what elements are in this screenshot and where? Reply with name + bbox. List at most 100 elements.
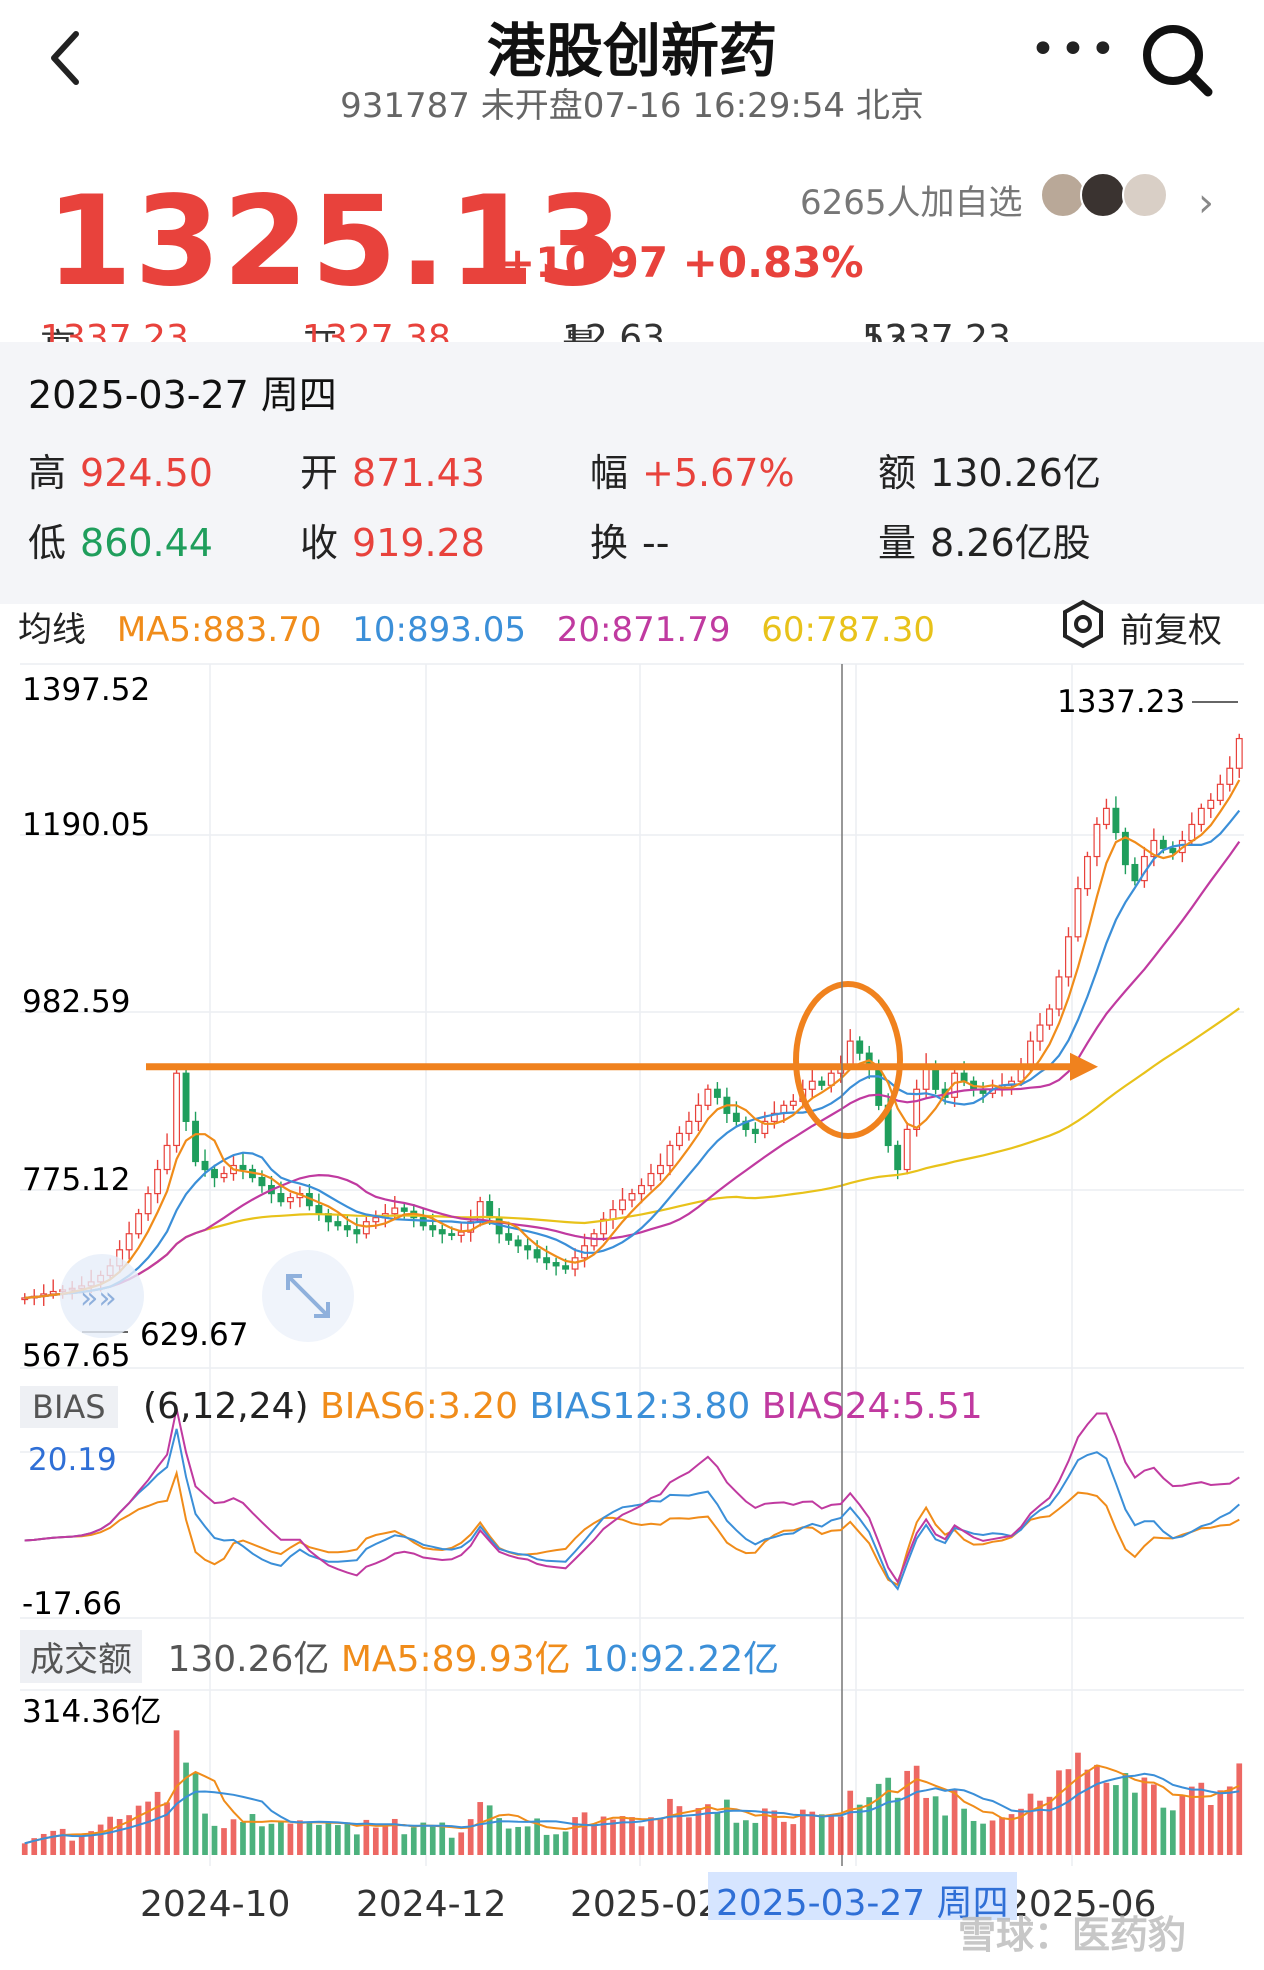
candle	[182, 1072, 190, 1122]
candle	[353, 1229, 361, 1235]
volume-bar	[306, 1821, 313, 1855]
volume-tab[interactable]: 成交额	[20, 1630, 142, 1683]
volume-bar	[581, 1812, 588, 1855]
volume-bar	[904, 1770, 911, 1855]
candle	[666, 1144, 674, 1167]
volume-bar	[21, 1843, 28, 1855]
candle	[524, 1245, 532, 1251]
min-price-label: 629.67	[140, 1317, 248, 1353]
candle	[675, 1132, 683, 1147]
popup-date: 2025-03-27 周四	[28, 373, 337, 417]
volume-bar	[164, 1802, 170, 1855]
candle	[1055, 976, 1063, 1010]
candle	[163, 1144, 171, 1171]
candle	[533, 1249, 541, 1259]
volume-bar	[372, 1827, 379, 1855]
candle	[343, 1225, 351, 1231]
volume-bar	[875, 1783, 882, 1855]
gear-icon	[1063, 599, 1103, 649]
last-price: 1325.13	[46, 170, 625, 314]
volume-bar	[980, 1823, 986, 1855]
candle	[628, 1193, 636, 1201]
volume-bar	[1065, 1769, 1072, 1855]
back-button[interactable]	[40, 22, 90, 92]
avatar[interactable]	[1122, 172, 1168, 218]
volume-bar	[1198, 1782, 1205, 1855]
more-button[interactable]: •••	[1030, 28, 1116, 75]
volume-bar	[448, 1837, 455, 1855]
kline-chart[interactable]: 1397.52 1190.05 982.59 775.12 567.65 133…	[0, 660, 1264, 1870]
popup-turnover: 换 --	[590, 521, 670, 565]
candle	[903, 1128, 911, 1171]
search-button[interactable]	[1138, 20, 1218, 100]
y-tick-label: 1190.05	[22, 807, 150, 843]
candle	[1083, 855, 1091, 890]
adjust-label: 前复权	[1120, 611, 1222, 651]
volume-bar	[913, 1765, 920, 1855]
bias-max-label: 20.19	[28, 1442, 117, 1478]
volume-bar	[1094, 1764, 1100, 1855]
chevron-right-icon[interactable]: ›	[1198, 180, 1214, 226]
ma20-value: 20:871.79	[556, 610, 731, 650]
x-tick-label: 2024-12	[356, 1884, 507, 1925]
volume-bar	[771, 1810, 778, 1855]
ma10-line	[24, 809, 1241, 1299]
candle	[1112, 807, 1120, 834]
candle	[657, 1164, 664, 1175]
ma5-line	[24, 779, 1241, 1299]
volume-bar	[1160, 1807, 1167, 1855]
volume-bar	[1132, 1792, 1138, 1855]
ma-label: 均线	[18, 610, 86, 650]
playback-button[interactable]	[60, 1254, 144, 1338]
chart-grid	[20, 663, 1244, 1866]
followers-count[interactable]: 6265人加自选	[800, 183, 1023, 223]
candle	[211, 1168, 218, 1179]
volume-bar	[1207, 1805, 1214, 1855]
avatar[interactable]	[1040, 172, 1086, 218]
annotation-circle	[793, 981, 903, 1139]
candle	[619, 1199, 626, 1211]
candle	[1065, 936, 1072, 978]
volume-bar	[382, 1824, 389, 1855]
bias-tab[interactable]: BIAS	[20, 1386, 118, 1428]
price-change: +10.97 +0.83%	[500, 238, 864, 287]
volume-bar	[591, 1823, 597, 1855]
candle	[457, 1231, 465, 1236]
volume-bar	[780, 1821, 787, 1855]
candle	[543, 1257, 551, 1264]
candle	[1226, 767, 1234, 785]
bias-params: (6,12,24)	[143, 1386, 309, 1427]
volume-bar	[202, 1813, 208, 1855]
candle	[685, 1120, 693, 1135]
volume-bar	[515, 1826, 521, 1855]
volume-ma10-value: 10:92.22亿	[582, 1639, 780, 1680]
volume-bar	[192, 1772, 199, 1855]
x-tick-label: 2025-02	[570, 1884, 721, 1925]
adjust-toggle-button[interactable]: 前复权	[1058, 598, 1248, 652]
candle	[192, 1120, 199, 1163]
volume-bar	[107, 1816, 113, 1855]
bias24-value: BIAS24:5.51	[761, 1386, 983, 1427]
volume-bar	[638, 1826, 645, 1855]
volume-bar	[458, 1832, 465, 1855]
crosshair-date-tag: 2025-03-27 周四	[708, 1872, 1017, 1924]
volume-bar	[1018, 1808, 1024, 1855]
volume-bar	[600, 1816, 607, 1855]
volume-bar	[1226, 1786, 1233, 1855]
popup-volume: 量 8.26亿股	[878, 521, 1091, 565]
candle	[315, 1205, 323, 1215]
volume-bar	[790, 1824, 797, 1855]
candle	[429, 1225, 437, 1231]
candle	[638, 1184, 645, 1195]
volume-max-label: 314.36亿	[22, 1694, 161, 1730]
candle	[258, 1176, 266, 1187]
avatar[interactable]	[1080, 172, 1126, 218]
popup-low: 低 860.44	[28, 521, 213, 565]
candle	[600, 1218, 607, 1235]
volume-ma5-value: MA5:89.93亿	[340, 1639, 571, 1680]
volume-bar	[667, 1798, 673, 1855]
volume-bars	[21, 1730, 1243, 1855]
volume-bar	[1027, 1793, 1034, 1855]
volume-bar	[59, 1828, 66, 1855]
candle	[1074, 888, 1082, 938]
